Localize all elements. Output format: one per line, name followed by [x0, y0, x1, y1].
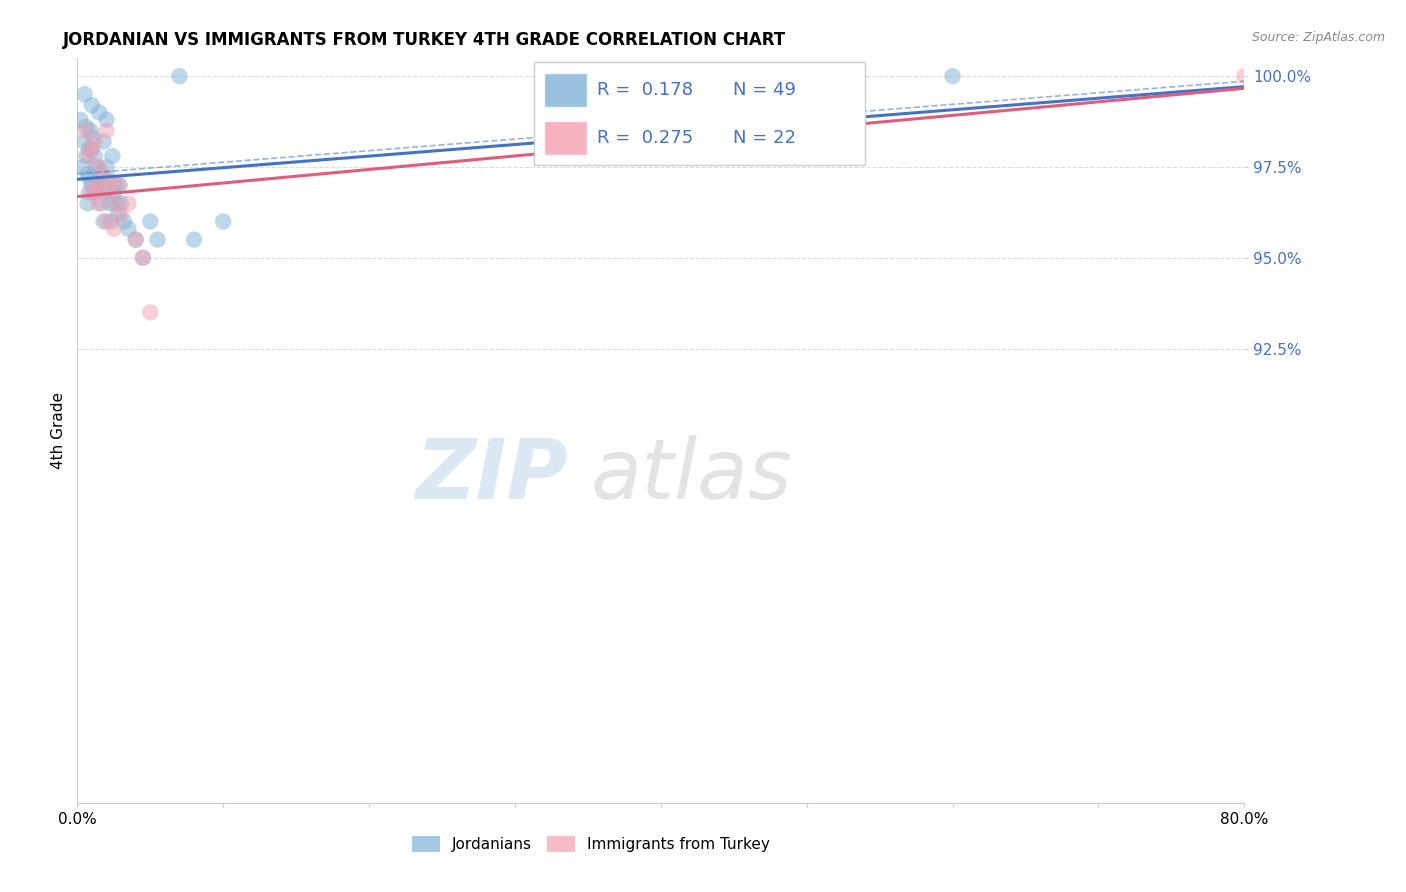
Point	[83, 178, 105, 193]
Legend: Jordanians, Immigrants from Turkey: Jordanians, Immigrants from Turkey	[406, 830, 776, 858]
Point	[103, 221, 125, 235]
Text: R =  0.178: R = 0.178	[598, 80, 693, 99]
Point	[80, 142, 103, 156]
Point	[139, 214, 162, 228]
Point	[75, 120, 97, 134]
Point	[91, 178, 114, 193]
Text: atlas: atlas	[591, 434, 793, 516]
Point	[110, 196, 132, 211]
Point	[117, 196, 139, 211]
Point	[132, 251, 155, 265]
Point	[80, 186, 103, 200]
Point	[80, 98, 103, 112]
Point	[103, 196, 125, 211]
Point	[139, 305, 162, 319]
Point	[73, 123, 96, 137]
Point	[89, 105, 111, 120]
Point	[90, 186, 112, 200]
Point	[87, 178, 110, 193]
Point	[169, 69, 191, 83]
Point	[96, 112, 118, 127]
Point	[82, 131, 104, 145]
Point	[79, 142, 101, 156]
Point	[77, 142, 100, 156]
Point	[79, 123, 101, 137]
Point	[107, 207, 129, 221]
Point	[83, 135, 105, 149]
Text: Source: ZipAtlas.com: Source: ZipAtlas.com	[1251, 31, 1385, 45]
Point	[212, 214, 235, 228]
Point	[93, 214, 115, 228]
Point	[132, 251, 155, 265]
Text: N = 22: N = 22	[733, 128, 796, 147]
Point	[96, 214, 118, 228]
Point	[76, 167, 98, 181]
Bar	[544, 121, 588, 155]
Point	[93, 135, 115, 149]
Point	[77, 149, 100, 163]
Point	[94, 186, 117, 200]
Point	[942, 69, 965, 83]
Point	[103, 186, 125, 200]
Point	[75, 149, 97, 163]
Point	[77, 170, 100, 185]
Point	[108, 178, 131, 193]
Point	[93, 170, 115, 185]
Point	[72, 160, 94, 174]
Point	[124, 233, 148, 247]
Point	[84, 160, 107, 174]
Point	[73, 135, 96, 149]
Point	[83, 186, 105, 200]
Point	[105, 196, 128, 211]
Text: ZIP: ZIP	[415, 434, 568, 516]
Point	[90, 196, 112, 211]
Point	[77, 186, 100, 200]
Point	[104, 178, 127, 193]
Bar	[544, 73, 588, 106]
Point	[73, 87, 96, 102]
Point	[107, 178, 129, 193]
Point	[98, 196, 121, 211]
Point	[124, 233, 148, 247]
Point	[101, 149, 124, 163]
Text: R =  0.275: R = 0.275	[598, 128, 693, 147]
Point	[87, 196, 110, 211]
Point	[117, 221, 139, 235]
Point	[100, 214, 122, 228]
Point	[76, 196, 98, 211]
Point	[183, 233, 205, 247]
Text: JORDANIAN VS IMMIGRANTS FROM TURKEY 4TH GRADE CORRELATION CHART: JORDANIAN VS IMMIGRANTS FROM TURKEY 4TH …	[63, 31, 786, 49]
Point	[96, 160, 118, 174]
Point	[97, 170, 120, 185]
Text: N = 49: N = 49	[733, 80, 796, 99]
Point	[80, 178, 103, 193]
Point	[112, 214, 135, 228]
Point	[96, 123, 118, 137]
Point	[110, 207, 132, 221]
Point	[146, 233, 169, 247]
Y-axis label: 4th Grade: 4th Grade	[51, 392, 66, 469]
Point	[89, 163, 111, 178]
Point	[98, 178, 121, 193]
Point	[83, 149, 105, 163]
Point	[89, 160, 111, 174]
Point	[1233, 69, 1256, 83]
Point	[69, 112, 91, 127]
